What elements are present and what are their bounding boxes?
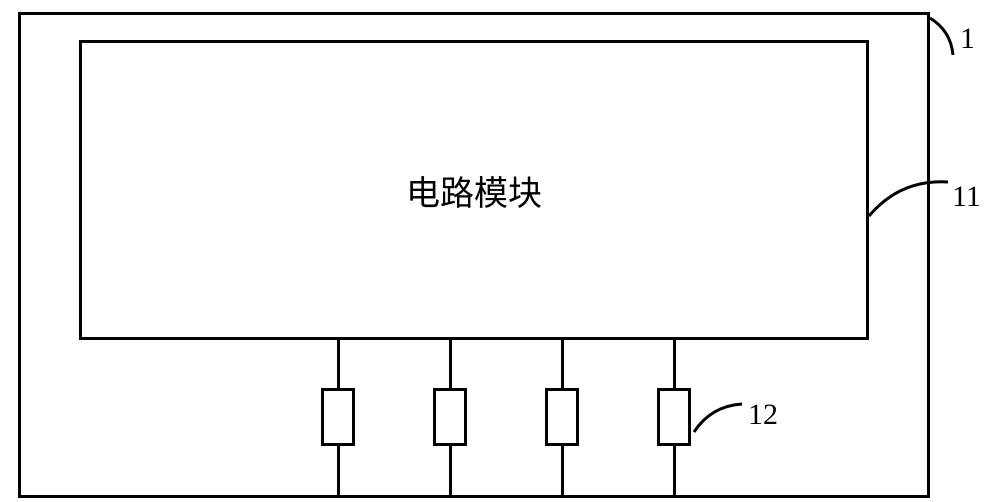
circuit-module-label: 电路模块 [406, 166, 542, 215]
callout-label: 11 [952, 180, 981, 214]
connector-box [321, 388, 355, 446]
connector-box [433, 388, 467, 446]
connector-box [545, 388, 579, 446]
callout-leader [692, 402, 744, 434]
callout-label: 1 [960, 22, 975, 56]
circuit-module-box: 电路模块 [79, 40, 869, 340]
connector-box [657, 388, 691, 446]
callout-leader [928, 16, 955, 57]
callout-leader [867, 180, 950, 218]
callout-label: 12 [748, 398, 778, 432]
